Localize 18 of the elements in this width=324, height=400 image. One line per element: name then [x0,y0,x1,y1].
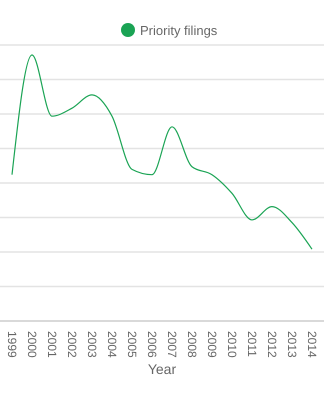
x-tick-label: 2004 [105,331,119,358]
x-tick-label: 2012 [265,331,279,358]
legend-label: Priority filings [140,23,218,38]
x-tick-label: 2002 [65,331,79,358]
x-tick-label: 2000 [25,331,39,358]
x-axis-title: Year [148,361,176,377]
x-tick-label: 2008 [185,331,199,358]
x-tick-label: 2013 [285,331,299,358]
x-tick-label: 2006 [145,331,159,358]
x-tick-label: 2010 [225,331,239,358]
x-tick-label: 2003 [85,331,99,358]
x-tick-label: 2001 [45,331,59,358]
x-tick-label: 2009 [205,331,219,358]
x-tick-label: 2014 [305,331,319,358]
x-tick-label: 2007 [165,331,179,358]
x-tick-label: 2005 [125,331,139,358]
x-tick-label: 2011 [245,331,259,358]
x-tick-label: 1999 [5,331,19,358]
